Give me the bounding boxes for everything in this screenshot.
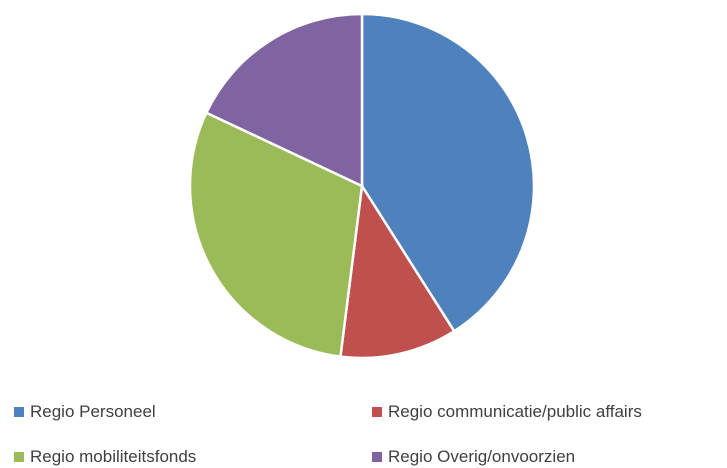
pie-slice-regio-communicatie-public-affairs — [339, 184, 456, 360]
pie-slice-regio-mobiliteitsfonds — [188, 111, 364, 358]
pie-slices — [188, 12, 536, 360]
pie-slice-regio-overig-onvoorzien — [205, 12, 364, 188]
